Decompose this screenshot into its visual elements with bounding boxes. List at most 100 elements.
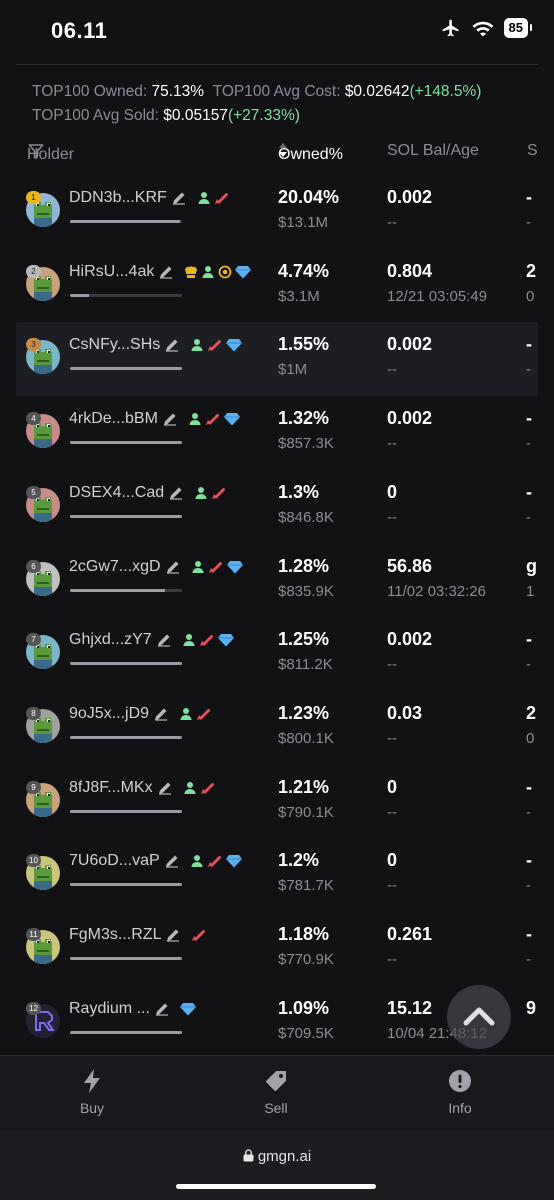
edit-icon[interactable]	[164, 853, 180, 869]
wallet-age: --	[387, 951, 397, 968]
diamond-tag-icon[interactable]	[223, 412, 240, 426]
fish-tag-icon[interactable]	[205, 412, 221, 426]
holder-row[interactable]: 3 CsNFy...SHs 1.55% $1M 0.002 -- - -	[16, 322, 538, 397]
next-column-value: -	[526, 187, 532, 207]
holder-name[interactable]: HiRsU...4ak	[69, 262, 155, 280]
browser-url-bar[interactable]: gmgn.ai	[0, 1131, 554, 1200]
holder-row[interactable]: 9 8fJ8F...MKx 1.21% $790.1K 0 -- - -	[16, 765, 538, 839]
next-column-value: 9	[526, 997, 537, 1018]
edit-icon[interactable]	[165, 927, 181, 943]
holder-address[interactable]: FgM3s...RZL	[69, 926, 207, 944]
holder-row[interactable]: 8 9oJ5x...jD9 1.23% $800.1K 0.03 -- 2 0	[16, 691, 538, 765]
person-tag-icon[interactable]	[194, 486, 208, 500]
nav-sell[interactable]: Sell	[226, 1068, 326, 1116]
holder-row[interactable]: 1 DDN3b...KRF 20.04% $13.1M 0.002 -- - -	[16, 175, 538, 249]
person-tag-icon[interactable]	[197, 191, 211, 205]
nav-buy[interactable]: Buy	[42, 1068, 142, 1116]
holder-column-header[interactable]: Holder	[27, 142, 74, 163]
edit-icon[interactable]	[154, 1001, 170, 1017]
edit-icon[interactable]	[171, 190, 187, 206]
person-tag-icon[interactable]	[179, 707, 193, 721]
edit-icon[interactable]	[164, 337, 180, 353]
holder-address[interactable]: DSEX4...Cad	[69, 484, 227, 502]
avg-cost-value: $0.02642	[344, 83, 410, 100]
fish-tag-icon[interactable]	[214, 191, 230, 205]
holder-row[interactable]: 7 Ghjxd...zY7 1.25% $811.2K 0.002 -- - -	[16, 617, 538, 691]
holder-row[interactable]: 4 4rkDe...bBM 1.32% $857.3K 0.002 -- - -	[16, 396, 538, 470]
sol-balance: 0.002	[387, 187, 433, 207]
holder-name[interactable]: CsNFy...SHs	[69, 336, 161, 354]
holder-address[interactable]: Raydium ...	[69, 1000, 196, 1018]
filter-icon[interactable]	[27, 142, 45, 160]
holder-address[interactable]: 4rkDe...bBM	[69, 410, 240, 428]
edit-icon[interactable]	[153, 706, 169, 722]
fish-tag-icon[interactable]	[207, 854, 223, 868]
holder-address[interactable]: CsNFy...SHs	[69, 336, 243, 354]
target-tag-icon[interactable]	[218, 265, 232, 279]
edit-icon[interactable]	[157, 780, 173, 796]
person-tag-icon[interactable]	[190, 854, 204, 868]
edit-icon[interactable]	[165, 559, 181, 575]
scroll-top-button[interactable]	[447, 985, 511, 1049]
sol-column-header[interactable]: SOL Bal/Age	[387, 142, 479, 159]
holder-tags	[191, 560, 243, 574]
edit-icon[interactable]	[162, 411, 178, 427]
next-column-header[interactable]: S	[527, 142, 538, 159]
fish-tag-icon[interactable]	[199, 633, 215, 647]
holder-address[interactable]: 9oJ5x...jD9	[69, 705, 212, 723]
holder-row[interactable]: 10 7U6oD...vaP 1.2% $781.7K 0 -- - -	[16, 838, 538, 912]
holder-name[interactable]: Raydium ...	[69, 999, 150, 1017]
sort-icon[interactable]	[278, 142, 288, 158]
fish-tag-icon[interactable]	[200, 781, 216, 795]
edit-icon[interactable]	[168, 485, 184, 501]
owned-column-header[interactable]: Owned%	[278, 142, 343, 163]
holder-name[interactable]: 2cGw7...xgD	[69, 557, 161, 575]
chef-tag-icon[interactable]	[184, 265, 198, 279]
fish-tag-icon[interactable]	[208, 560, 224, 574]
holder-name[interactable]: 9oJ5x...jD9	[69, 704, 150, 722]
holder-address[interactable]: DDN3b...KRF	[69, 189, 230, 207]
edit-icon[interactable]	[156, 632, 172, 648]
holder-name[interactable]: FgM3s...RZL	[69, 926, 162, 943]
avatar[interactable]	[26, 782, 60, 817]
edit-icon[interactable]	[158, 264, 174, 280]
avatar[interactable]	[26, 266, 60, 301]
diamond-tag-icon[interactable]	[217, 633, 234, 647]
holder-row[interactable]: 6 2cGw7...xgD 1.28% $835.9K 56.86 11/02 03:32…	[16, 544, 538, 618]
holder-address[interactable]: 2cGw7...xgD	[69, 558, 243, 576]
person-tag-icon[interactable]	[190, 338, 204, 352]
holder-name[interactable]: DDN3b...KRF	[69, 189, 167, 206]
person-tag-icon[interactable]	[188, 412, 202, 426]
avatar[interactable]	[26, 930, 60, 964]
diamond-tag-icon[interactable]	[226, 338, 243, 352]
holder-row[interactable]: 2 HiRsU...4ak 4.74% $3.1M 0.804 12/21 03:05:4…	[16, 249, 538, 323]
diamond-tag-icon[interactable]	[235, 265, 252, 279]
holding-progress-bar	[70, 883, 182, 887]
fish-tag-icon[interactable]	[207, 338, 223, 352]
person-tag-icon[interactable]	[182, 633, 196, 647]
holder-address[interactable]: 8fJ8F...MKx	[69, 779, 216, 797]
holder-address[interactable]: HiRsU...4ak	[69, 262, 252, 281]
holding-progress-fill	[70, 220, 180, 223]
holder-name[interactable]: DSEX4...Cad	[69, 483, 165, 501]
person-tag-icon[interactable]	[191, 560, 205, 574]
nav-info[interactable]: Info	[410, 1068, 510, 1116]
holder-row[interactable]: 5 DSEX4...Cad 1.3% $846.8K 0 -- - -	[16, 470, 538, 544]
rank-badge: 7	[26, 633, 41, 647]
diamond-tag-icon[interactable]	[179, 1002, 196, 1016]
diamond-tag-icon[interactable]	[225, 854, 242, 868]
person-tag-icon[interactable]	[201, 265, 215, 279]
holder-address[interactable]: 7U6oD...vaP	[69, 852, 242, 870]
fish-tag-icon[interactable]	[211, 486, 227, 500]
holder-name[interactable]: Ghjxd...zY7	[69, 631, 152, 649]
holder-address[interactable]: Ghjxd...zY7	[69, 631, 234, 649]
diamond-tag-icon[interactable]	[226, 560, 243, 574]
fish-tag-icon[interactable]	[191, 928, 207, 942]
holder-name[interactable]: 7U6oD...vaP	[69, 852, 160, 870]
holder-name[interactable]: 4rkDe...bBM	[69, 410, 158, 428]
home-indicator[interactable]	[176, 1184, 376, 1189]
holder-name[interactable]: 8fJ8F...MKx	[69, 778, 153, 796]
holder-row[interactable]: 11 FgM3s...RZL 1.18% $770.9K 0.261 -- - -	[16, 912, 538, 986]
person-tag-icon[interactable]	[183, 781, 197, 795]
fish-tag-icon[interactable]	[196, 707, 212, 721]
